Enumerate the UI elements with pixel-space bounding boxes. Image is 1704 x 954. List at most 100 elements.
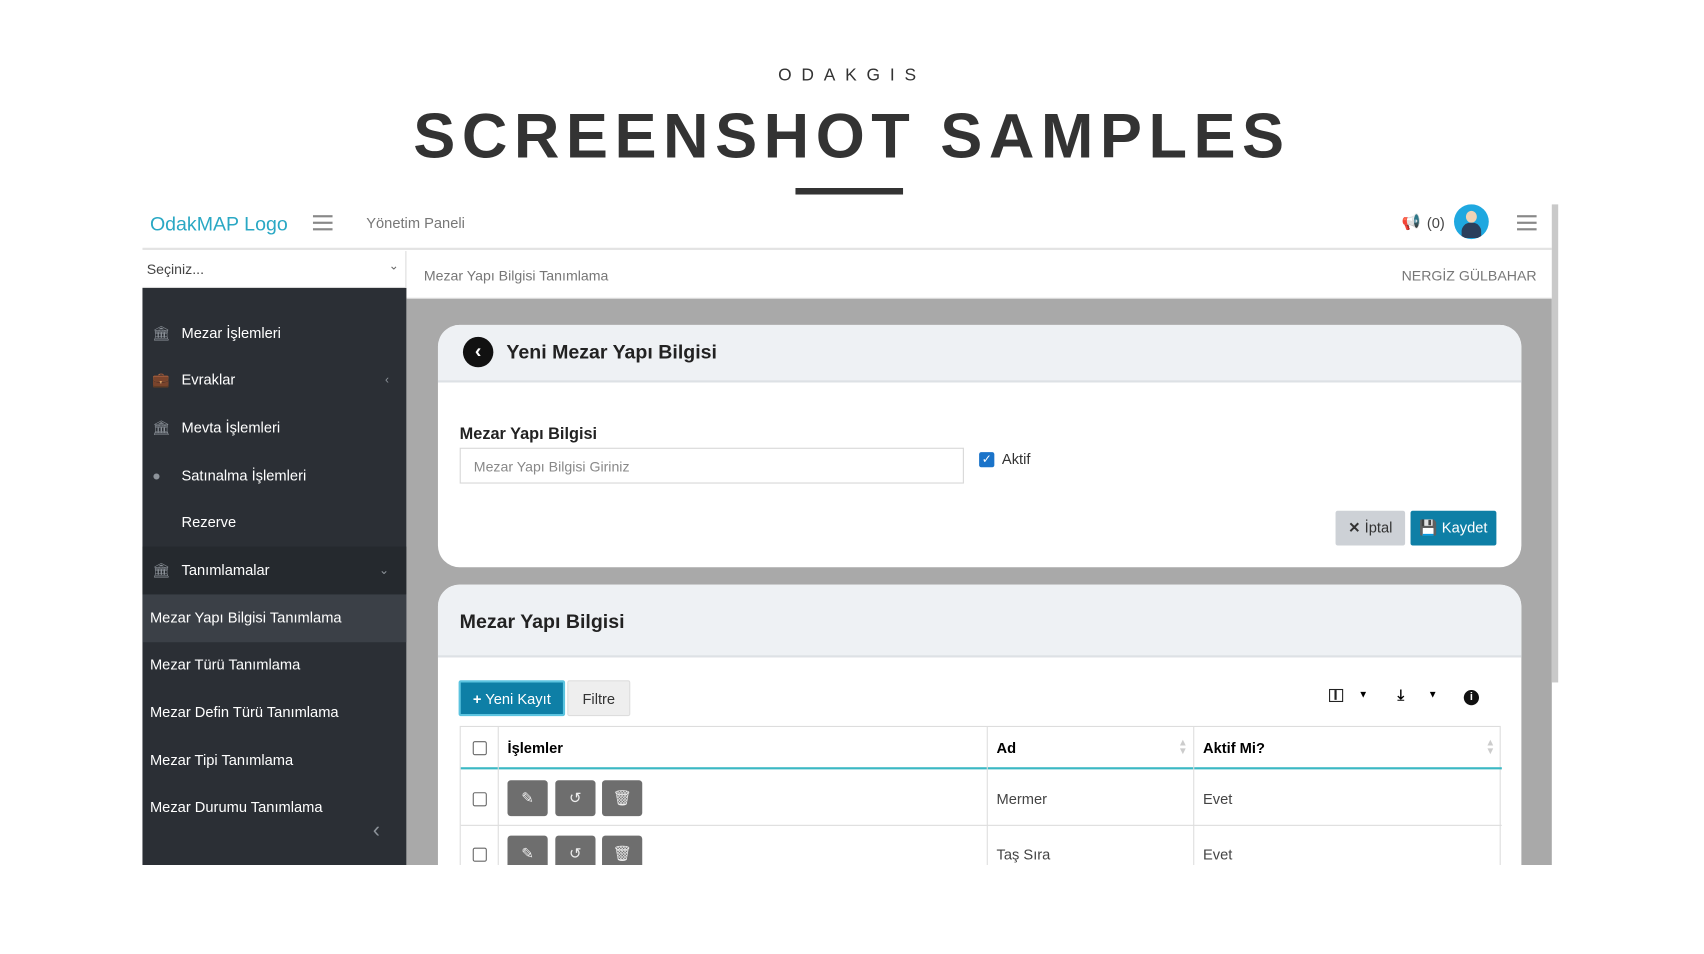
input-placeholder: Mezar Yapı Bilgisi Giriniz: [473, 458, 630, 475]
sidebar-item-label: Mezar Yapı Bilgisi Tanımlama: [149, 609, 342, 626]
form-card: ‹ Yeni Mezar Yapı Bilgisi Mezar Yapı Bil…: [437, 324, 1522, 568]
collapse-sidebar-icon[interactable]: ‹: [372, 818, 380, 843]
table-row: ✎ ↺ 🗑 Mermer Evet: [460, 770, 1502, 826]
options-menu-icon[interactable]: [1517, 215, 1537, 231]
table-header: İşlemler Ad ▲ ▼ Aktif Mi? ▲ ▼: [460, 727, 1502, 866]
column-aktif[interactable]: Aktif Mi?: [1202, 740, 1265, 757]
sidebar-item-label: Tanımlamalar: [181, 561, 270, 579]
column-islemler: İşlemler: [507, 740, 563, 757]
row-checkbox[interactable]: [472, 792, 487, 807]
plus-icon: +: [472, 691, 482, 708]
brand-label: ODAKGIS: [778, 66, 926, 85]
aktif-label: Aktif: [1001, 450, 1031, 468]
aktif-checkbox[interactable]: ✓: [979, 452, 995, 468]
bank-icon: 🏛: [152, 561, 171, 579]
form-title: Yeni Mezar Yapı Bilgisi: [506, 341, 717, 363]
notification-count[interactable]: (0): [1426, 215, 1445, 232]
save-icon: 💾: [1419, 519, 1438, 536]
headline: SCREENSHOT SAMPLES: [413, 101, 1291, 172]
briefcase-icon: 💼: [152, 371, 170, 388]
megaphone-icon[interactable]: 📢: [1401, 212, 1421, 231]
list-title: Mezar Yapı Bilgisi: [459, 610, 625, 633]
cell-ad: Mermer: [996, 791, 1048, 808]
sidebar-item-evraklar[interactable]: 💼 Evraklar ‹: [142, 356, 406, 404]
module-select-value: Seçiniz...: [146, 260, 205, 278]
cell-aktif: Evet: [1202, 846, 1233, 863]
sidebar-subitem[interactable]: Mezar Defin Türü Tanımlama: [142, 689, 406, 737]
sidebar-item-label: Mezar Türü Tanımlama: [149, 656, 301, 673]
main-content: ‹ Yeni Mezar Yapı Bilgisi Mezar Yapı Bil…: [406, 298, 1552, 866]
filter-button[interactable]: Filtre: [567, 680, 631, 717]
save-label: Kaydet: [1441, 519, 1488, 536]
back-icon[interactable]: ‹: [462, 336, 494, 368]
breadcrumb[interactable]: Mezar Yapı Bilgisi Tanımlama: [423, 267, 609, 284]
user-name[interactable]: NERGİZ GÜLBAHAR: [1401, 267, 1537, 284]
sidebar-subitem[interactable]: Mezar Tipi Tanımlama: [142, 737, 406, 785]
module-select[interactable]: Seçiniz... ⌄: [142, 251, 407, 288]
panel-title[interactable]: Yönetim Paneli: [366, 215, 465, 232]
coin-icon: ●: [152, 467, 161, 484]
sidebar-subitem[interactable]: Mezar Durumu Tanımlama: [142, 784, 406, 832]
mezar-yapi-input[interactable]: Mezar Yapı Bilgisi Giriniz: [459, 447, 964, 484]
cell-ad: Taş Sıra: [996, 846, 1051, 863]
edit-icon[interactable]: ✎: [507, 835, 548, 866]
table-row: ✎ ↺ 🗑 Taş Sıra Evet: [461, 827, 1502, 866]
history-icon[interactable]: ↺: [555, 835, 596, 866]
sidebar-subitem-active[interactable]: Mezar Yapı Bilgisi Tanımlama: [142, 594, 407, 643]
field-label: Mezar Yapı Bilgisi: [459, 424, 598, 444]
list-card-header: Mezar Yapı Bilgisi: [437, 584, 1522, 658]
form-card-header: ‹ Yeni Mezar Yapı Bilgisi: [437, 324, 1522, 383]
sidebar-item-label: Rezerve: [181, 514, 237, 531]
bank-icon: 🏛: [152, 419, 171, 436]
caret-down-icon[interactable]: ▼: [1427, 688, 1438, 700]
sidebar-subitem[interactable]: Mezar Türü Tanımlama: [142, 641, 406, 689]
caret-down-icon[interactable]: ▼: [1358, 688, 1369, 700]
column-ad[interactable]: Ad: [996, 740, 1017, 757]
sidebar-item-label: Mevta İşlemleri: [181, 419, 281, 436]
new-record-label: Yeni Kayıt: [485, 691, 551, 708]
cancel-button[interactable]: ✕ İptal: [1335, 510, 1406, 546]
avatar-face-icon: [1465, 210, 1477, 223]
close-icon: ✕: [1348, 519, 1361, 536]
divider: [795, 187, 904, 195]
sidebar-item-satinalma[interactable]: ● Satınalma İşlemleri: [142, 452, 406, 500]
menu-toggle-icon[interactable]: [312, 215, 333, 231]
scrollbar[interactable]: [1551, 204, 1559, 683]
sidebar-item-mezar-islemleri[interactable]: 🏛 Mezar İşlemleri: [142, 310, 406, 358]
cancel-label: İptal: [1364, 519, 1393, 536]
sidebar-item-label: Mezar Defin Türü Tanımlama: [149, 704, 339, 721]
row-checkbox[interactable]: [472, 847, 487, 862]
save-button[interactable]: 💾 Kaydet: [1410, 510, 1497, 546]
list-card: Mezar Yapı Bilgisi + Yeni Kayıt Filtre ▼…: [437, 584, 1522, 866]
avatar-body-icon: [1461, 222, 1482, 238]
download-icon[interactable]: ⤓: [1397, 685, 1405, 704]
delete-icon[interactable]: 🗑: [602, 780, 643, 817]
logo[interactable]: OdakMAP Logo: [149, 212, 288, 235]
chevron-down-icon: ⌄: [388, 259, 399, 273]
bank-icon: 🏛: [152, 324, 171, 342]
sidebar-item-label: Evraklar: [181, 371, 236, 388]
columns-icon[interactable]: [1329, 688, 1344, 703]
sidebar-item-rezerve[interactable]: Rezerve: [142, 499, 406, 547]
data-table: İşlemler Ad ▲ ▼ Aktif Mi? ▲ ▼ ✎ ↺ 🗑 Mermer: [459, 725, 1502, 866]
edit-icon[interactable]: ✎: [507, 780, 548, 817]
cell-aktif: Evet: [1202, 791, 1233, 808]
avatar[interactable]: [1454, 204, 1489, 240]
sidebar-item-label: Mezar Tipi Tanımlama: [149, 751, 294, 769]
sidebar-item-tanimlamalar[interactable]: 🏛 Tanımlamalar ⌄: [142, 546, 407, 595]
chevron-down-icon: ⌄: [379, 563, 390, 578]
sidebar-item-label: Mezar Durumu Tanımlama: [149, 798, 323, 816]
sidebar-item-label: Satınalma İşlemleri: [181, 467, 307, 484]
sidebar-item-mevta-islemleri[interactable]: 🏛 Mevta İşlemleri: [142, 404, 406, 452]
top-bar: OdakMAP Logo Yönetim Paneli 📢 (0): [142, 204, 1552, 250]
new-record-button[interactable]: + Yeni Kayıt: [458, 680, 566, 717]
info-icon[interactable]: i: [1463, 690, 1479, 706]
sort-icon[interactable]: ▲ ▼: [1177, 736, 1188, 757]
delete-icon[interactable]: 🗑: [602, 835, 643, 866]
sort-icon[interactable]: ▲ ▼: [1485, 736, 1496, 757]
sidebar: 🏛 Mezar İşlemleri 💼 Evraklar ‹ 🏛 Mevta İşlem…: [142, 287, 407, 866]
select-all-checkbox[interactable]: [472, 741, 487, 756]
sidebar-item-label: Mezar İşlemleri: [181, 324, 281, 342]
app-window: OdakMAP Logo Yönetim Paneli 📢 (0) Seçini…: [142, 204, 1559, 866]
history-icon[interactable]: ↺: [555, 780, 596, 817]
